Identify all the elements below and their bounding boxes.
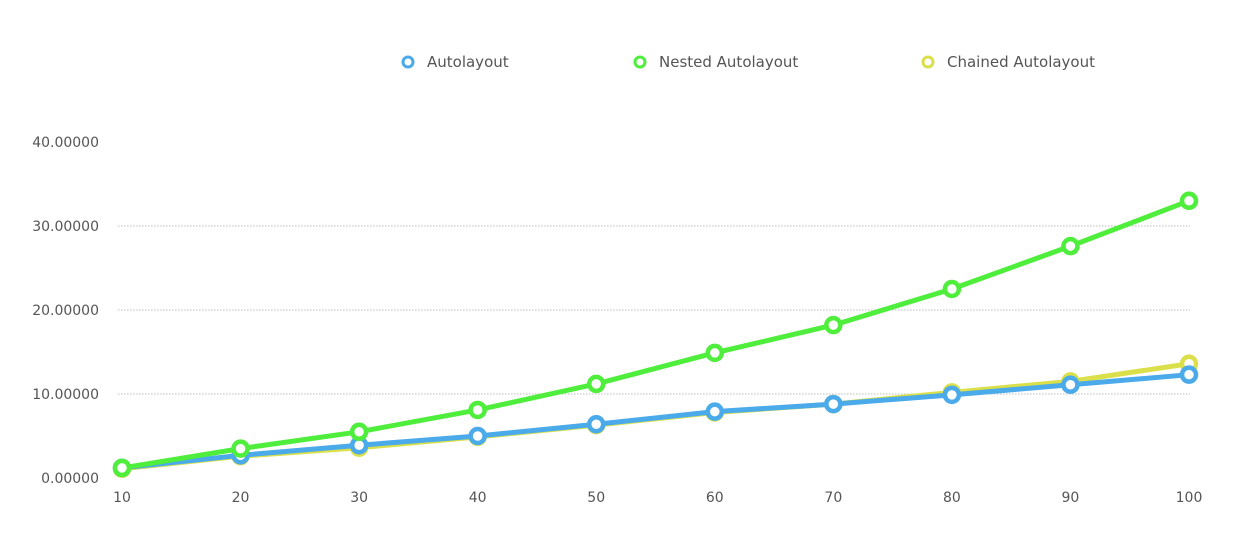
series-line xyxy=(121,198,1190,471)
legend-marker-icon xyxy=(921,55,935,69)
legend-marker-icon xyxy=(401,55,415,69)
data-point xyxy=(586,374,606,394)
series-group xyxy=(112,191,1199,479)
series-autolayout xyxy=(112,365,1199,478)
legend-label: Nested Autolayout xyxy=(659,53,798,71)
y-axis: 0.00000 10.00000 20.00000 30.00000 40.00000 xyxy=(32,135,99,487)
y-tick-label: 10.00000 xyxy=(32,387,99,403)
data-point xyxy=(468,426,487,446)
data-point xyxy=(705,402,725,421)
data-point xyxy=(1179,365,1199,384)
y-tick-label: 40.00000 xyxy=(32,135,99,151)
data-point xyxy=(824,394,843,414)
series-line xyxy=(121,372,1190,471)
legend-item: Nested Autolayout xyxy=(633,53,798,71)
x-tick-label: 20 xyxy=(232,490,250,506)
y-tick-label: 20.00000 xyxy=(32,303,99,319)
x-tick-label: 50 xyxy=(587,490,605,506)
data-point xyxy=(112,458,132,478)
legend-label: Autolayout xyxy=(427,53,509,71)
data-point xyxy=(231,439,250,458)
legend: Autolayout Nested Autolayout Chained Autol… xyxy=(401,53,1095,71)
x-tick-label: 70 xyxy=(824,490,842,506)
data-point xyxy=(942,385,962,405)
data-point xyxy=(705,343,725,363)
data-point xyxy=(1179,191,1199,211)
x-tick-label: 10 xyxy=(113,490,131,506)
legend-item: Chained Autolayout xyxy=(921,53,1095,71)
data-point xyxy=(468,400,487,420)
x-axis: 10 20 30 40 50 60 70 80 90 100 xyxy=(113,490,1202,506)
data-point xyxy=(349,422,369,442)
x-tick-label: 90 xyxy=(1062,490,1080,506)
data-point xyxy=(824,315,843,335)
y-tick-label: 0.00000 xyxy=(41,471,99,487)
legend-item: Autolayout xyxy=(401,53,509,71)
x-tick-label: 100 xyxy=(1176,490,1203,506)
y-tick-label: 30.00000 xyxy=(32,219,99,235)
x-tick-label: 80 xyxy=(943,490,961,506)
data-point xyxy=(942,279,962,299)
data-point xyxy=(1061,236,1080,256)
x-tick-label: 30 xyxy=(350,490,368,506)
x-tick-label: 60 xyxy=(706,490,724,506)
legend-label: Chained Autolayout xyxy=(947,53,1095,71)
data-point xyxy=(1061,375,1080,395)
x-tick-label: 40 xyxy=(469,490,487,506)
data-point xyxy=(586,414,606,434)
legend-marker-icon xyxy=(633,55,647,69)
series-nested-autolayout xyxy=(112,191,1199,478)
